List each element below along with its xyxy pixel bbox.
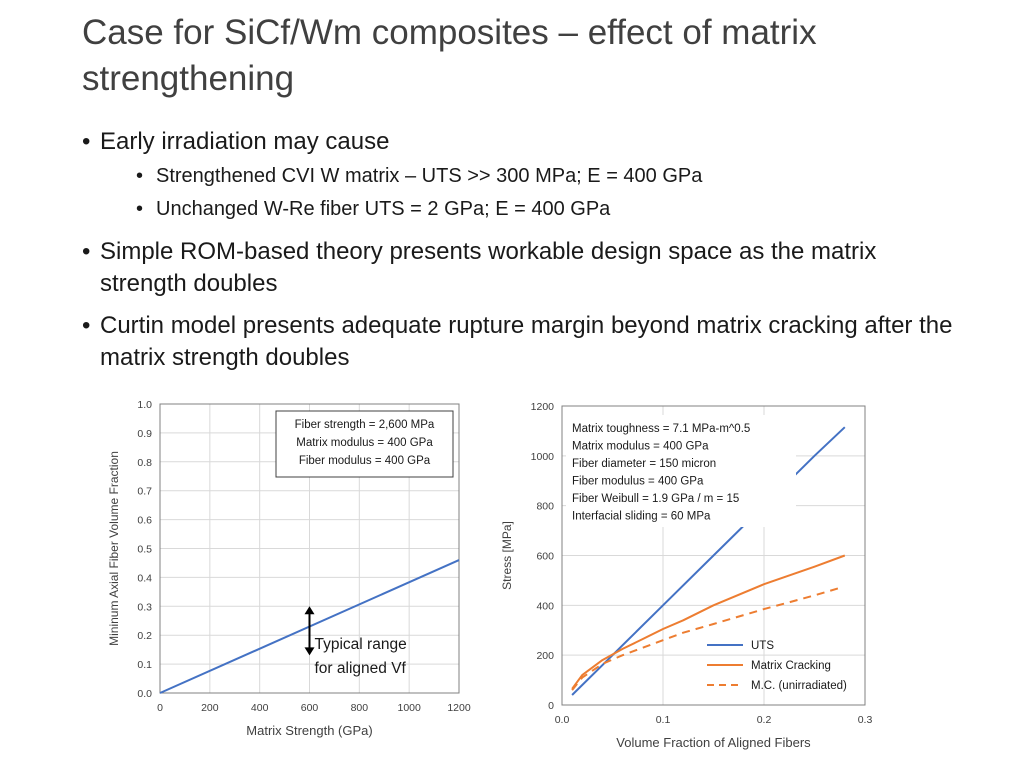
plot-area-frame [561, 405, 866, 706]
legend-label: M.C. (unirradiated) [751, 680, 847, 692]
chart-svg: 0 200 400 600 800 1000 1200 0.0 0.1 0.2 0.3 Volume … [500, 401, 873, 750]
y-tick-label: 1.0 [137, 399, 152, 411]
y-tick-label: 600 [536, 551, 554, 563]
x-tick-label: 800 [351, 702, 369, 714]
info-box-line: Interfacial sliding = 60 MPa [572, 511, 711, 523]
x-axis-label: Volume Fraction of Aligned Fibers [616, 735, 811, 750]
y-tick-label: 0.0 [137, 688, 152, 700]
x-tick-label: 0.1 [656, 714, 671, 726]
bullet-text: Early irradiation may cause [100, 128, 390, 155]
x-tick-label: 0.3 [858, 714, 873, 726]
annotation-text: for aligned Vf [315, 660, 407, 677]
info-box-line: Fiber strength = 2,600 MPa [295, 419, 435, 431]
y-tick-label: 0.9 [137, 428, 152, 440]
info-box-line: Fiber Weibull = 1.9 GPa / m = 15 [572, 493, 739, 505]
y-tick-label: 0.2 [137, 630, 152, 642]
sub-bullet-item: Unchanged W-Re fiber UTS = 2 GPa; E = 40… [136, 193, 962, 226]
info-box [566, 415, 796, 527]
y-tick-label: 400 [536, 600, 554, 612]
vf-vs-matrix-strength-chart: 0.0 0.1 0.2 0.3 0.4 0.5 0.6 0.7 0.8 0.9 1.0 0 200 400… [100, 390, 480, 742]
bullet-list: Early irradiation may cause Strengthened… [82, 126, 962, 384]
y-tick-label: 0.6 [137, 515, 152, 527]
x-tick-label: 1200 [447, 702, 471, 714]
annotation-text: Typical range [315, 636, 407, 653]
x-tick-label: 0.2 [757, 714, 772, 726]
y-tick-label: 200 [536, 650, 554, 662]
y-tick-label: 0.7 [137, 486, 152, 498]
info-box [275, 410, 454, 478]
range-arrow-head-down [304, 647, 315, 656]
series-line [571, 586, 841, 691]
stress-vs-volume-fraction-chart: 0 200 400 600 800 1000 1200 0.0 0.1 0.2 0.3 Volume … [487, 390, 887, 752]
x-tick-label: 400 [251, 702, 269, 714]
chart-svg: 0.0 0.1 0.2 0.3 0.4 0.5 0.6 0.7 0.8 0.9 1.0 0 200 400… [107, 399, 471, 738]
sub-bullet-list: Strengthened CVI W matrix – UTS >> 300 M… [100, 160, 962, 226]
y-tick-label: 1200 [531, 401, 555, 413]
x-tick-label: 600 [301, 702, 319, 714]
y-axis-label: Mininum Axial Fiber Volume Fraction [107, 451, 121, 646]
x-tick-label: 200 [201, 702, 219, 714]
info-box-line: Fiber modulus = 400 GPa [572, 476, 704, 488]
y-tick-label: 0.3 [137, 601, 152, 613]
y-tick-label: 0.1 [137, 659, 152, 671]
info-box-line: Matrix toughness = 7.1 MPa-m^0.5 [572, 423, 750, 435]
info-box-line: Matrix modulus = 400 GPa [296, 437, 433, 449]
bullet-item: Early irradiation may cause Strengthened… [82, 126, 962, 226]
y-tick-label: 0 [548, 700, 554, 712]
y-axis-label: Stress [MPa] [500, 521, 514, 590]
x-tick-label: 0.0 [555, 714, 570, 726]
x-tick-label: 0 [157, 702, 163, 714]
legend-label: Matrix Cracking [751, 660, 831, 672]
info-box-line: Matrix modulus = 400 GPa [572, 441, 709, 453]
plot-area-frame [159, 403, 460, 694]
bullet-item: Simple ROM-based theory presents workabl… [82, 236, 962, 300]
bullet-item: Curtin model presents adequate rupture m… [82, 310, 962, 374]
sub-bullet-item: Strengthened CVI W matrix – UTS >> 300 M… [136, 160, 962, 193]
y-tick-label: 0.5 [137, 544, 152, 556]
info-box-line: Fiber diameter = 150 micron [572, 458, 716, 470]
slide-title: Case for SiCf/Wm composites – effect of … [82, 13, 817, 98]
legend-label: UTS [751, 640, 774, 652]
y-tick-label: 0.8 [137, 457, 152, 469]
range-arrow-head-up [304, 606, 315, 615]
x-tick-label: 1000 [397, 702, 421, 714]
series-line [571, 554, 846, 690]
y-tick-label: 0.4 [137, 572, 152, 584]
y-tick-label: 800 [536, 501, 554, 513]
x-axis-label: Matrix Strength (GPa) [246, 723, 372, 738]
info-box-line: Fiber modulus = 400 GPa [299, 455, 431, 467]
y-tick-label: 1000 [531, 451, 555, 463]
